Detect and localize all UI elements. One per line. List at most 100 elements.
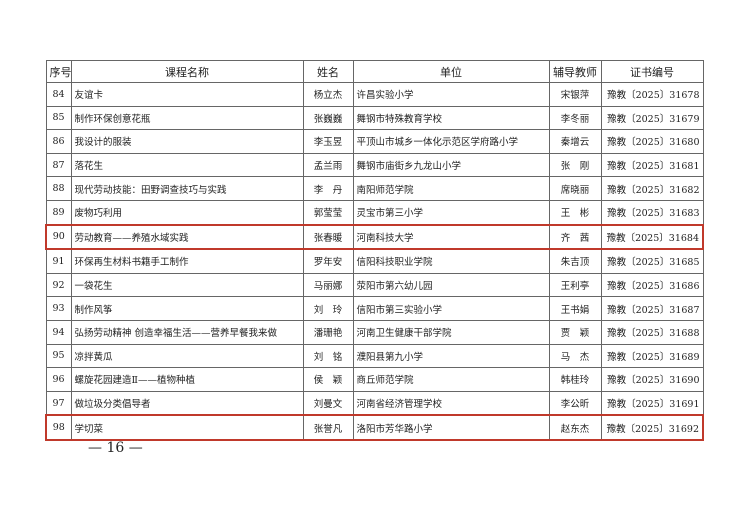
table-cell: 豫教〔2025〕31678: [600, 82, 704, 107]
table-cell: 洛阳市芳华路小学: [352, 414, 550, 441]
table-row: 94 弘扬劳动精神 创造幸福生活——营养早餐我来做 潘珊艳 河南卫生健康干部学院贾 颖…: [45, 319, 704, 345]
table-cell: 李公昕: [548, 390, 602, 416]
table-cell: 学切菜: [70, 414, 304, 441]
table-cell: 豫教〔2025〕31684: [600, 223, 704, 251]
column-header: 姓名: [302, 60, 354, 83]
table-cell: 张巍巍: [302, 105, 354, 131]
table-row: 85 制作环保创意花瓶 张巍巍 舞钢市特殊教育学校 李冬丽 豫教〔2025〕31679: [45, 105, 704, 131]
table-cell: 宋银萍: [548, 82, 602, 107]
column-header: 序号: [45, 60, 72, 83]
table-cell: 友谊卡: [70, 82, 304, 107]
table-cell: 95: [45, 343, 72, 369]
table-cell: 朱吉顶: [548, 248, 602, 274]
table-cell: 93: [45, 296, 72, 321]
table-cell: 席晓丽: [548, 176, 602, 201]
table-cell: 劳动教育——养殖水域实践: [70, 223, 304, 251]
table-cell: 潘珊艳: [302, 319, 354, 345]
table-cell: 做垃圾分类倡导者: [70, 390, 304, 416]
table-cell: 89: [45, 199, 72, 226]
table-cell: 王书娟: [548, 296, 602, 321]
table-cell: 郭莹莹: [302, 199, 354, 226]
table-row: 95 凉拌黄瓜刘 铭濮阳县第九小学马 杰豫教〔2025〕31689: [45, 343, 704, 369]
table-cell: 许昌实验小学: [352, 82, 550, 107]
table-cell: 97: [45, 390, 72, 416]
table-cell: 弘扬劳动精神 创造幸福生活——营养早餐我来做: [70, 319, 304, 345]
column-header: 单位: [352, 60, 550, 83]
table-cell: 94: [45, 319, 72, 345]
table-cell: 张 刚: [548, 152, 602, 178]
table-cell: 豫教〔2025〕31691: [600, 390, 704, 416]
table-cell: 刘 铭: [302, 343, 354, 369]
table-cell: 杨立杰: [302, 82, 354, 107]
table-cell: 螺旋花园建造Ⅱ——植物种植: [70, 367, 304, 392]
table-cell: 信阳科技职业学院: [352, 248, 550, 274]
table-cell: 豫教〔2025〕31690: [600, 367, 704, 392]
table-cell: 豫教〔2025〕31685: [600, 248, 704, 274]
table-row: 86 我设计的服装 李玉昱 平顶山市城乡一体化示范区学府路小学 秦增云 豫教〔2025〕3…: [45, 129, 704, 154]
table-cell: 88: [45, 176, 72, 201]
table-row: 90 劳动教育——养殖水域实践 张春暖 河南科技大学齐 茜豫教〔2025〕31684: [45, 223, 704, 251]
table-cell: 河南卫生健康干部学院: [352, 319, 550, 345]
table-cell: 王 彬: [548, 199, 602, 226]
table-row: 89 废物巧利用 郭莹莹 灵宝市第三小学王 彬豫教〔2025〕31683: [45, 199, 704, 226]
table-cell: 豫教〔2025〕31686: [600, 272, 704, 298]
table-cell: 落花生: [70, 152, 304, 178]
table-cell: 豫教〔2025〕31689: [600, 343, 704, 369]
table-cell: 张春暖: [302, 223, 354, 251]
table-cell: 荥阳市第六幼儿园: [352, 272, 550, 298]
table-cell: 灵宝市第三小学: [352, 199, 550, 226]
table-cell: 豫教〔2025〕31681: [600, 152, 704, 178]
table-cell: 马丽娜: [302, 272, 354, 298]
column-header: 证书编号: [600, 60, 704, 83]
table-cell: 86: [45, 129, 72, 154]
table-cell: 豫教〔2025〕31692: [600, 414, 704, 441]
table-cell: 豫教〔2025〕31688: [600, 319, 704, 345]
table-cell: 平顶山市城乡一体化示范区学府路小学: [352, 129, 550, 154]
column-header: 课程名称: [70, 60, 304, 83]
table-cell: 濮阳县第九小学: [352, 343, 550, 369]
page-number: — 16 —: [88, 440, 143, 456]
table-cell: 张誉凡: [302, 414, 354, 441]
table-cell: 刘曼文: [302, 390, 354, 416]
table-cell: 贾 颖: [548, 319, 602, 345]
table-cell: 87: [45, 152, 72, 178]
table-cell: 齐 茜: [548, 223, 602, 251]
table-cell: 豫教〔2025〕31679: [600, 105, 704, 131]
table-cell: 92: [45, 272, 72, 298]
table-cell: 一袋花生: [70, 272, 304, 298]
header-row: 序号 课程名称 姓名 单位 辅导教师 证书编号: [45, 60, 704, 83]
table-cell: 豫教〔2025〕31682: [600, 176, 704, 201]
table-cell: 信阳市第三实验小学: [352, 296, 550, 321]
table-cell: 98: [45, 414, 72, 441]
table-cell: 我设计的服装: [70, 129, 304, 154]
certificate-table: 序号 课程名称 姓名 单位 辅导教师 证书编号 84 友谊卡 杨立杰 许昌实验小学 宋银萍 豫教〔2…: [45, 60, 704, 441]
table-cell: 南阳师范学院: [352, 176, 550, 201]
table-row: 98 学切菜 张誉凡 洛阳市芳华路小学 赵东杰 豫教〔2025〕31692: [45, 414, 704, 441]
table-cell: 罗年安: [302, 248, 354, 274]
table-cell: 孟兰雨: [302, 152, 354, 178]
table-cell: 舞钢市特殊教育学校: [352, 105, 550, 131]
table-row: 88 现代劳动技能：田野调查技巧与实践李 丹南阳师范学院 席晓丽 豫教〔2025〕31…: [45, 176, 704, 201]
table-cell: 豫教〔2025〕31683: [600, 199, 704, 226]
table-row: 93 制作风筝刘 玲信阳市第三实验小学 王书娟 豫教〔2025〕31687: [45, 296, 704, 321]
table-cell: 废物巧利用: [70, 199, 304, 226]
table-cell: 制作环保创意花瓶: [70, 105, 304, 131]
table-row: 87 落花生 孟兰雨 舞钢市庙街乡九龙山小学张 刚豫教〔2025〕31681: [45, 152, 704, 178]
table-cell: 河南省经济管理学校: [352, 390, 550, 416]
table-cell: 凉拌黄瓜: [70, 343, 304, 369]
table-cell: 85: [45, 105, 72, 131]
table-cell: 90: [45, 223, 72, 251]
table-cell: 环保再生材料书籍手工制作: [70, 248, 304, 274]
table-row: 97 做垃圾分类倡导者 刘曼文 河南省经济管理学校 李公昕 豫教〔2025〕31691: [45, 390, 704, 416]
table-cell: 赵东杰: [548, 414, 602, 441]
column-header: 辅导教师: [548, 60, 602, 83]
table-cell: 马 杰: [548, 343, 602, 369]
table-cell: 豫教〔2025〕31680: [600, 129, 704, 154]
table-cell: 96: [45, 367, 72, 392]
table-row: 91 环保再生材料书籍手工制作 罗年安 信阳科技职业学院 朱吉顶 豫教〔2025〕3168…: [45, 248, 704, 274]
table-cell: 84: [45, 82, 72, 107]
table-cell: 韩桂玲: [548, 367, 602, 392]
table-row: 96 螺旋花园建造Ⅱ——植物种植侯 颖商丘师范学院 韩桂玲 豫教〔2025〕31690: [45, 367, 704, 392]
table-cell: 刘 玲: [302, 296, 354, 321]
